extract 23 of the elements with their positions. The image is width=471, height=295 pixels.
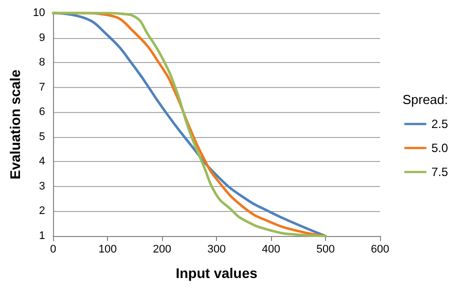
y-tick-label: 4 bbox=[39, 156, 46, 168]
x-tick-label: 0 bbox=[50, 244, 56, 256]
x-tick-label: 100 bbox=[98, 244, 117, 256]
legend-label: 5.0 bbox=[431, 141, 448, 155]
y-tick-label: 7 bbox=[39, 81, 46, 94]
y-tick-label: 3 bbox=[39, 180, 46, 192]
y-tick-label: 9 bbox=[39, 32, 46, 44]
y-axis-title: Evaluation scale bbox=[7, 69, 23, 180]
y-tick-label: 8 bbox=[39, 56, 46, 69]
y-tick-label: 5 bbox=[39, 130, 46, 143]
x-axis-title: Input values bbox=[176, 265, 258, 281]
y-tick-label: 1 bbox=[39, 230, 46, 242]
x-tick-label: 300 bbox=[207, 244, 226, 256]
y-tick-label: 10 bbox=[32, 7, 46, 19]
y-tick-label: 6 bbox=[39, 106, 46, 118]
legend-label: 2.5 bbox=[431, 117, 448, 131]
legend-title: Spread: bbox=[402, 92, 448, 107]
x-tick-label: 400 bbox=[262, 244, 280, 256]
x-tick-label: 600 bbox=[370, 244, 390, 256]
x-tick-label: 500 bbox=[316, 244, 335, 256]
y-tick-label: 2 bbox=[39, 205, 46, 218]
x-tick-label: 200 bbox=[152, 244, 172, 256]
legend-label: 7.5 bbox=[431, 165, 448, 179]
